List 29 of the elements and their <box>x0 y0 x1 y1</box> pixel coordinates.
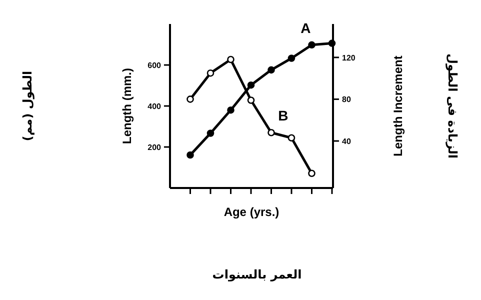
annotation: B <box>278 108 288 124</box>
point <box>247 81 255 89</box>
point <box>186 151 194 159</box>
point <box>247 96 255 104</box>
y2-axis-title: Length Increment <box>391 56 405 156</box>
point <box>268 66 275 74</box>
point <box>308 170 316 178</box>
y2-tick-label: 40 <box>342 136 352 146</box>
point <box>268 128 275 136</box>
point <box>186 96 194 103</box>
y-tick-label: 400 <box>148 102 162 111</box>
point <box>227 56 234 64</box>
annotation: A <box>300 20 311 36</box>
y2-tick-label: 80 <box>342 95 352 104</box>
point <box>206 130 214 137</box>
y-tick-label: 200 <box>148 143 162 152</box>
y-axis-title: Length (mm.) <box>120 68 134 144</box>
point <box>206 69 214 77</box>
point <box>288 54 296 62</box>
text: الزيادة فى الطول <box>446 54 460 158</box>
text: العمر بالسنوات <box>212 267 302 282</box>
point <box>308 41 316 49</box>
x-axis-title: Age (yrs.) <box>224 205 280 219</box>
point <box>328 40 336 47</box>
y-tick-label: 600 <box>148 61 162 70</box>
y2-tick-label: 120 <box>342 53 356 62</box>
text: الطول (مم) <box>20 70 34 142</box>
point <box>227 106 234 114</box>
point <box>288 134 296 142</box>
